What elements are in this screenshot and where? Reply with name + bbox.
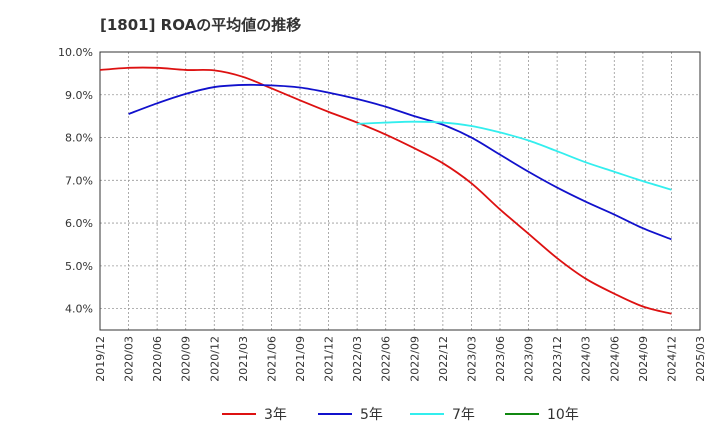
series-line-2 bbox=[357, 120, 672, 191]
x-tick-label: 2024/12 bbox=[665, 336, 678, 382]
x-tick-label: 2023/03 bbox=[465, 336, 478, 382]
series-line-0 bbox=[99, 66, 672, 315]
x-tick-label: 2020/03 bbox=[123, 336, 136, 382]
x-tick-label: 2023/09 bbox=[523, 336, 536, 382]
y-tick-label: 8.0% bbox=[65, 132, 93, 145]
x-tick-label: 2020/09 bbox=[180, 336, 193, 382]
legend-label: 7年 bbox=[452, 407, 475, 423]
x-tick-label: 2023/06 bbox=[494, 336, 507, 382]
y-tick-label: 7.0% bbox=[65, 174, 93, 187]
x-tick-label: 2024/06 bbox=[608, 336, 621, 382]
legend-label: 5年 bbox=[360, 407, 383, 423]
x-tick-label: 2020/12 bbox=[208, 336, 221, 382]
x-tick-label: 2022/09 bbox=[408, 336, 421, 382]
x-tick-label: 2021/12 bbox=[323, 336, 336, 382]
x-tick-label: 2022/06 bbox=[380, 336, 393, 382]
y-axis-ticks: 4.0% 5.0% 6.0% 7.0% 8.0% 9.0% 10.0% bbox=[58, 46, 93, 316]
x-axis-ticks: 2019/12 2020/03 2020/06 2020/09 2020/12 2021/… bbox=[94, 336, 707, 382]
legend-label: 10年 bbox=[547, 407, 579, 423]
series-lines bbox=[99, 66, 672, 315]
x-tick-label: 2024/09 bbox=[637, 336, 650, 382]
y-tick-label: 9.0% bbox=[65, 89, 93, 102]
x-tick-label: 2021/09 bbox=[294, 336, 307, 382]
legend: 3年 5年 7年 10年 bbox=[222, 407, 579, 423]
y-tick-label: 6.0% bbox=[65, 217, 93, 230]
legend-label: 3年 bbox=[264, 407, 287, 423]
x-tick-label: 2021/03 bbox=[237, 336, 250, 382]
x-tick-label: 2022/12 bbox=[437, 336, 450, 382]
x-tick-label: 2022/03 bbox=[351, 336, 364, 382]
x-tick-label: 2023/12 bbox=[551, 336, 564, 382]
x-tick-label: 2020/06 bbox=[151, 336, 164, 382]
y-tick-label: 10.0% bbox=[58, 46, 93, 59]
x-tick-label: 2024/03 bbox=[580, 336, 593, 382]
plot-frame bbox=[99, 51, 701, 331]
x-tick-label: 2021/06 bbox=[265, 336, 278, 382]
x-tick-label: 2025/03 bbox=[694, 336, 707, 382]
y-tick-label: 4.0% bbox=[65, 303, 93, 316]
x-tick-label: 2019/12 bbox=[94, 336, 107, 382]
grid-lines bbox=[99, 51, 701, 331]
chart-title: [1801] ROAの平均値の推移 bbox=[100, 16, 302, 34]
series-line-1 bbox=[128, 83, 672, 241]
y-tick-label: 5.0% bbox=[65, 260, 93, 273]
